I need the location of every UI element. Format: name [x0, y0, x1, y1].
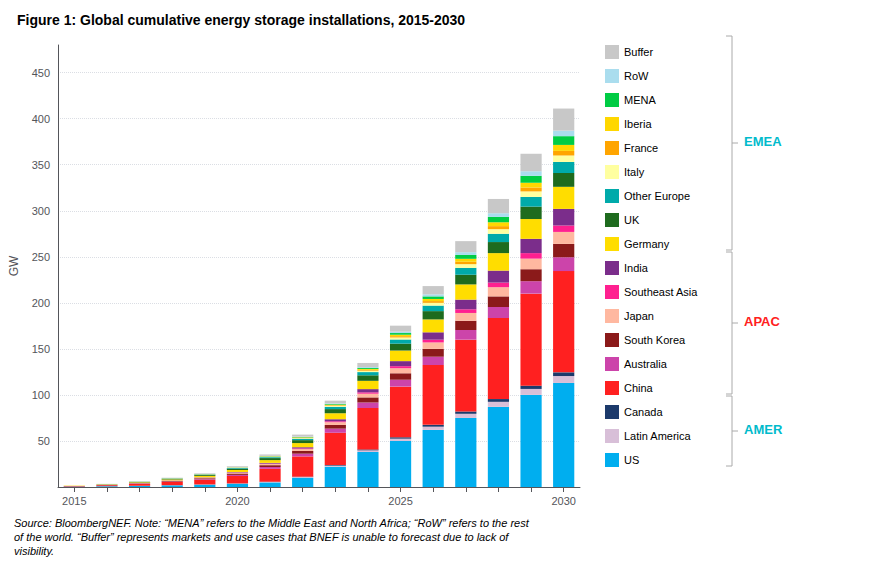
svg-text:UK: UK [624, 214, 640, 226]
svg-text:2030: 2030 [551, 495, 575, 507]
svg-text:of the world. “Buffer” represe: of the world. “Buffer” represents market… [14, 531, 509, 543]
svg-text:India: India [624, 262, 649, 274]
svg-text:GW: GW [7, 255, 21, 276]
svg-text:2015: 2015 [62, 495, 86, 507]
svg-text:US: US [624, 454, 639, 466]
svg-text:450: 450 [32, 67, 50, 79]
svg-text:Figure 1: Global cumulative en: Figure 1: Global cumulative energy stora… [17, 12, 465, 28]
svg-text:2025: 2025 [388, 495, 412, 507]
svg-text:EMEA: EMEA [744, 134, 782, 149]
svg-text:Australia: Australia [624, 358, 668, 370]
svg-text:Latin America: Latin America [624, 430, 692, 442]
svg-text:250: 250 [32, 251, 50, 263]
svg-text:2020: 2020 [225, 495, 249, 507]
svg-text:Canada: Canada [624, 406, 663, 418]
svg-text:RoW: RoW [624, 70, 649, 82]
svg-text:Buffer: Buffer [624, 46, 653, 58]
svg-text:Germany: Germany [624, 238, 670, 250]
svg-text:China: China [624, 382, 654, 394]
svg-text:Southeast Asia: Southeast Asia [624, 286, 698, 298]
svg-text:AMER: AMER [744, 422, 783, 437]
svg-text:APAC: APAC [744, 314, 780, 329]
svg-text:400: 400 [32, 113, 50, 125]
svg-text:150: 150 [32, 343, 50, 355]
svg-text:Japan: Japan [624, 310, 654, 322]
svg-text:France: France [624, 142, 658, 154]
svg-text:350: 350 [32, 159, 50, 171]
svg-text:Other Europe: Other Europe [624, 190, 690, 202]
svg-text:100: 100 [32, 389, 50, 401]
svg-text:Iberia: Iberia [624, 118, 652, 130]
svg-text:200: 200 [32, 297, 50, 309]
svg-text:Italy: Italy [624, 166, 645, 178]
svg-text:300: 300 [32, 205, 50, 217]
svg-text:MENA: MENA [624, 94, 656, 106]
svg-text:South Korea: South Korea [624, 334, 686, 346]
svg-text:50: 50 [38, 435, 50, 447]
svg-text:Source: BloombergNEF. Note: “M: Source: BloombergNEF. Note: “MENA” refer… [14, 517, 530, 529]
svg-text:visibility.: visibility. [14, 545, 54, 557]
